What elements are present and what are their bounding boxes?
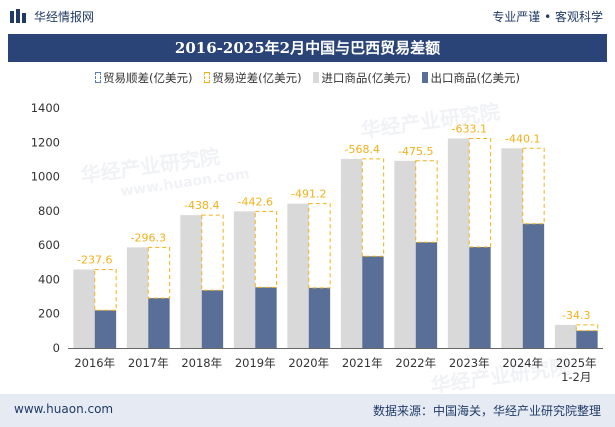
deficit-data-label: -633.1: [452, 123, 487, 136]
import-bar: [126, 247, 149, 348]
chart-plot: 0 200 400 600 800 1000 1200 1400 -237.6 2016年 -296…: [31, 101, 603, 384]
deficit-data-label: -34.3: [562, 309, 590, 322]
deficit-data-label: -296.3: [131, 231, 166, 244]
deficit-box: [522, 147, 545, 225]
site-name[interactable]: 华经情报网: [34, 10, 95, 24]
y-tick-label: 1400: [31, 101, 60, 115]
export-bar: [255, 287, 277, 348]
import-bar: [73, 269, 95, 348]
chart-legend: 贸易顺差(亿美元) 贸易逆差(亿美元) 进口商品(亿美元) 出口商品(亿美元): [0, 70, 615, 92]
export-bar: [576, 330, 598, 348]
import-bar: [340, 158, 363, 348]
title-band: 2016-2025年2月中国与巴西贸易差额: [8, 34, 607, 62]
deficit-data-label: -475.5: [398, 145, 433, 158]
deficit-data-label: -568.4: [345, 143, 380, 156]
x-tick-label: 2025年: [556, 356, 597, 370]
deficit-data-label: -438.4: [184, 199, 219, 212]
legend-swatch-export: [422, 72, 429, 83]
legend-label-import: 进口商品(亿美元): [321, 71, 411, 85]
legend-item-deficit: 贸易逆差(亿美元): [204, 70, 302, 86]
y-tick-label: 1000: [31, 170, 60, 184]
legend-swatch-surplus: [95, 72, 102, 83]
legend-item-surplus: 贸易顺差(亿美元): [95, 70, 193, 86]
export-bar: [94, 310, 117, 348]
legend-item-import: 进口商品(亿美元): [313, 70, 411, 86]
deficit-box: [94, 268, 117, 311]
deficit-data-label: -237.6: [77, 253, 112, 266]
footer-source: 数据来源：中国海关，华经产业研究院整理: [372, 404, 601, 418]
deficit-box: [147, 246, 171, 299]
top-bar: 华经情报网 专业严谨 • 客观科学: [0, 0, 615, 32]
deficit-box: [308, 203, 331, 289]
import-bar: [287, 203, 309, 348]
deficit-data-label: -440.1: [505, 132, 540, 145]
import-bar: [180, 215, 202, 348]
export-bar: [522, 223, 545, 348]
x-tick-label: 2024年: [502, 356, 543, 370]
footer-website-link[interactable]: www.huaon.com: [14, 402, 114, 416]
legend-label-surplus: 贸易顺差(亿美元): [103, 71, 193, 85]
deficit-box: [254, 210, 278, 288]
import-bar: [554, 324, 577, 348]
export-bar: [469, 247, 491, 348]
tagline: 专业严谨 • 客观科学: [492, 10, 603, 24]
legend-label-export: 出口商品(亿美元): [430, 71, 520, 85]
export-bar: [201, 290, 224, 348]
import-bar: [394, 160, 416, 348]
chart-title: 2016-2025年2月中国与巴西贸易差额: [174, 39, 441, 57]
export-bar: [415, 242, 438, 348]
legend-swatch-deficit: [204, 72, 211, 83]
export-bar: [362, 256, 384, 348]
x-tick-label: 2022年: [395, 356, 436, 370]
footer: www.huaon.com 数据来源：中国海关，华经产业研究院整理: [0, 394, 615, 427]
y-tick-label: 800: [38, 204, 60, 218]
export-bar: [148, 298, 170, 348]
import-bar: [501, 148, 523, 348]
y-tick-label: 0: [53, 341, 60, 355]
legend-label-deficit: 贸易逆差(亿美元): [212, 71, 302, 85]
x-tick-label: 2023年: [449, 356, 490, 370]
deficit-box: [415, 160, 438, 243]
x-tick-label: 2021年: [342, 356, 383, 370]
deficit-box: [361, 158, 385, 257]
deficit-data-label: -442.6: [238, 195, 273, 208]
x-tick-label: 2018年: [181, 356, 222, 370]
deficit-box: [201, 214, 224, 291]
y-tick-label: 600: [38, 238, 60, 252]
y-tick-label: 1200: [31, 135, 60, 149]
y-tick-label: 200: [38, 307, 60, 321]
deficit-box: [575, 324, 599, 332]
x-tick-label: 2016年: [74, 356, 115, 370]
x-tick-label: 2019年: [235, 356, 276, 370]
x-tick-label: 2017年: [128, 356, 169, 370]
legend-swatch-import: [313, 72, 320, 83]
export-bar: [308, 287, 331, 348]
logo-icon: [10, 9, 26, 23]
legend-item-export: 出口商品(亿美元): [422, 70, 520, 86]
import-bar: [233, 211, 256, 348]
x-tick-label: 1-2月: [561, 370, 591, 384]
import-bar: [447, 138, 470, 348]
x-tick-label: 2020年: [288, 356, 329, 370]
y-tick-label: 400: [38, 272, 60, 286]
deficit-data-label: -491.2: [291, 188, 326, 201]
deficit-box: [468, 138, 492, 248]
